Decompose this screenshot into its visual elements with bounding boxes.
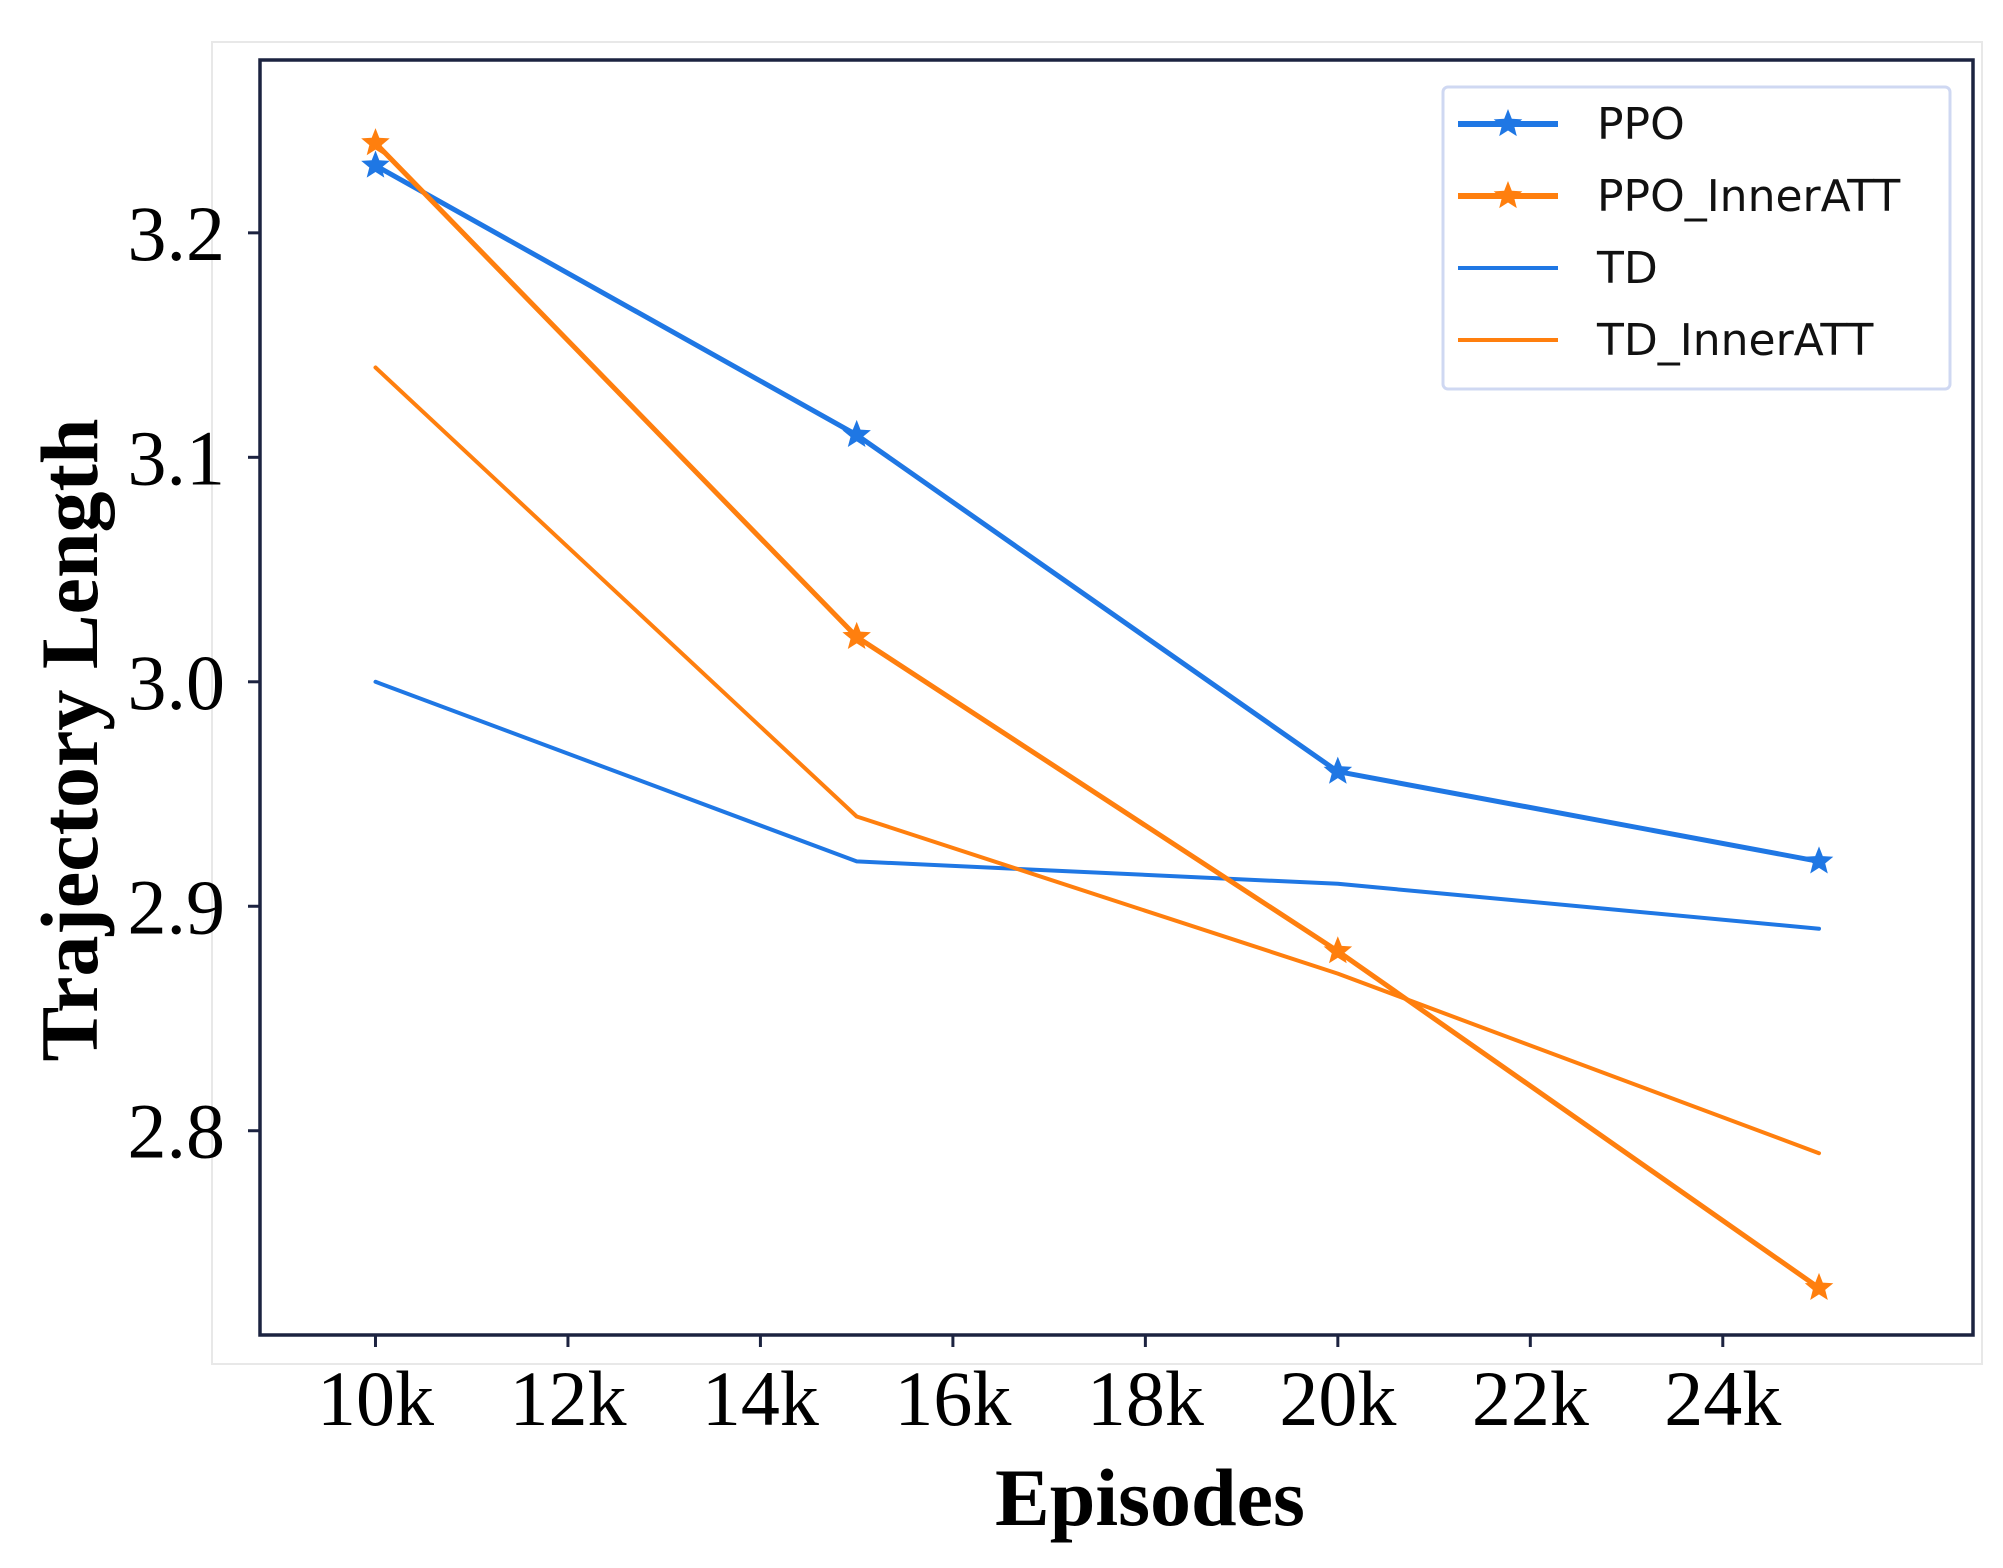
y-axis-title: Trajectory Length xyxy=(24,419,115,1062)
x-axis-title: Episodes xyxy=(995,1452,1305,1543)
series-line-td xyxy=(373,679,1821,931)
series-line-ppo xyxy=(373,163,1822,864)
data-point-ppo-inneratt xyxy=(361,128,390,156)
x-tick-label: 22k xyxy=(1472,1355,1589,1442)
y-tick-label: 3.2 xyxy=(128,190,226,277)
plot-area-border xyxy=(258,58,1975,1337)
series-layer xyxy=(361,128,1834,1300)
legend-label-td: TD xyxy=(1596,243,1658,294)
legend-box xyxy=(1441,85,1952,391)
x-tick-label: 16k xyxy=(894,1355,1011,1442)
legend-marker-ppo-inneratt xyxy=(1493,181,1523,209)
x-tick-label: 20k xyxy=(1279,1355,1396,1442)
figure-frame xyxy=(211,41,1983,1365)
legend-label-td-inneratt: TD_InnerATT xyxy=(1596,315,1873,366)
x-tick-label: 18k xyxy=(1087,1355,1204,1442)
series-line-ppo-inneratt xyxy=(373,140,1822,1291)
legend-label-ppo-inneratt: PPO_InnerATT xyxy=(1597,171,1900,222)
x-tick-label: 12k xyxy=(509,1355,626,1442)
y-tick-label: 2.8 xyxy=(128,1088,226,1175)
y-tick-label: 2.9 xyxy=(128,863,226,950)
data-point-ppo-inneratt xyxy=(842,621,871,649)
x-tick-label: 24k xyxy=(1664,1355,1781,1442)
y-tick-label: 3.1 xyxy=(128,414,226,501)
data-point-ppo-inneratt xyxy=(1804,1272,1834,1300)
data-point-ppo xyxy=(842,419,871,447)
y-axis: 2.8 2.9 3.0 3.1 3.2 xyxy=(128,190,260,1175)
x-tick-label: 10k xyxy=(317,1355,434,1442)
x-axis: 10k 12k 14k 16k 18k 20k 22k 24k xyxy=(317,1335,1781,1442)
series-line-td-inneratt xyxy=(373,365,1821,1156)
legend-marker-ppo xyxy=(1493,109,1523,137)
y-tick-label: 3.0 xyxy=(128,639,226,726)
data-point-ppo xyxy=(1323,756,1353,784)
x-tick-label: 14k xyxy=(702,1355,819,1442)
data-point-ppo xyxy=(361,150,390,178)
legend: PPO PPO_InnerATT TD TD_InnerATT xyxy=(1441,85,1952,391)
data-point-ppo xyxy=(1804,846,1834,874)
legend-label-ppo: PPO xyxy=(1597,99,1685,150)
data-point-ppo-inneratt xyxy=(1323,936,1353,964)
